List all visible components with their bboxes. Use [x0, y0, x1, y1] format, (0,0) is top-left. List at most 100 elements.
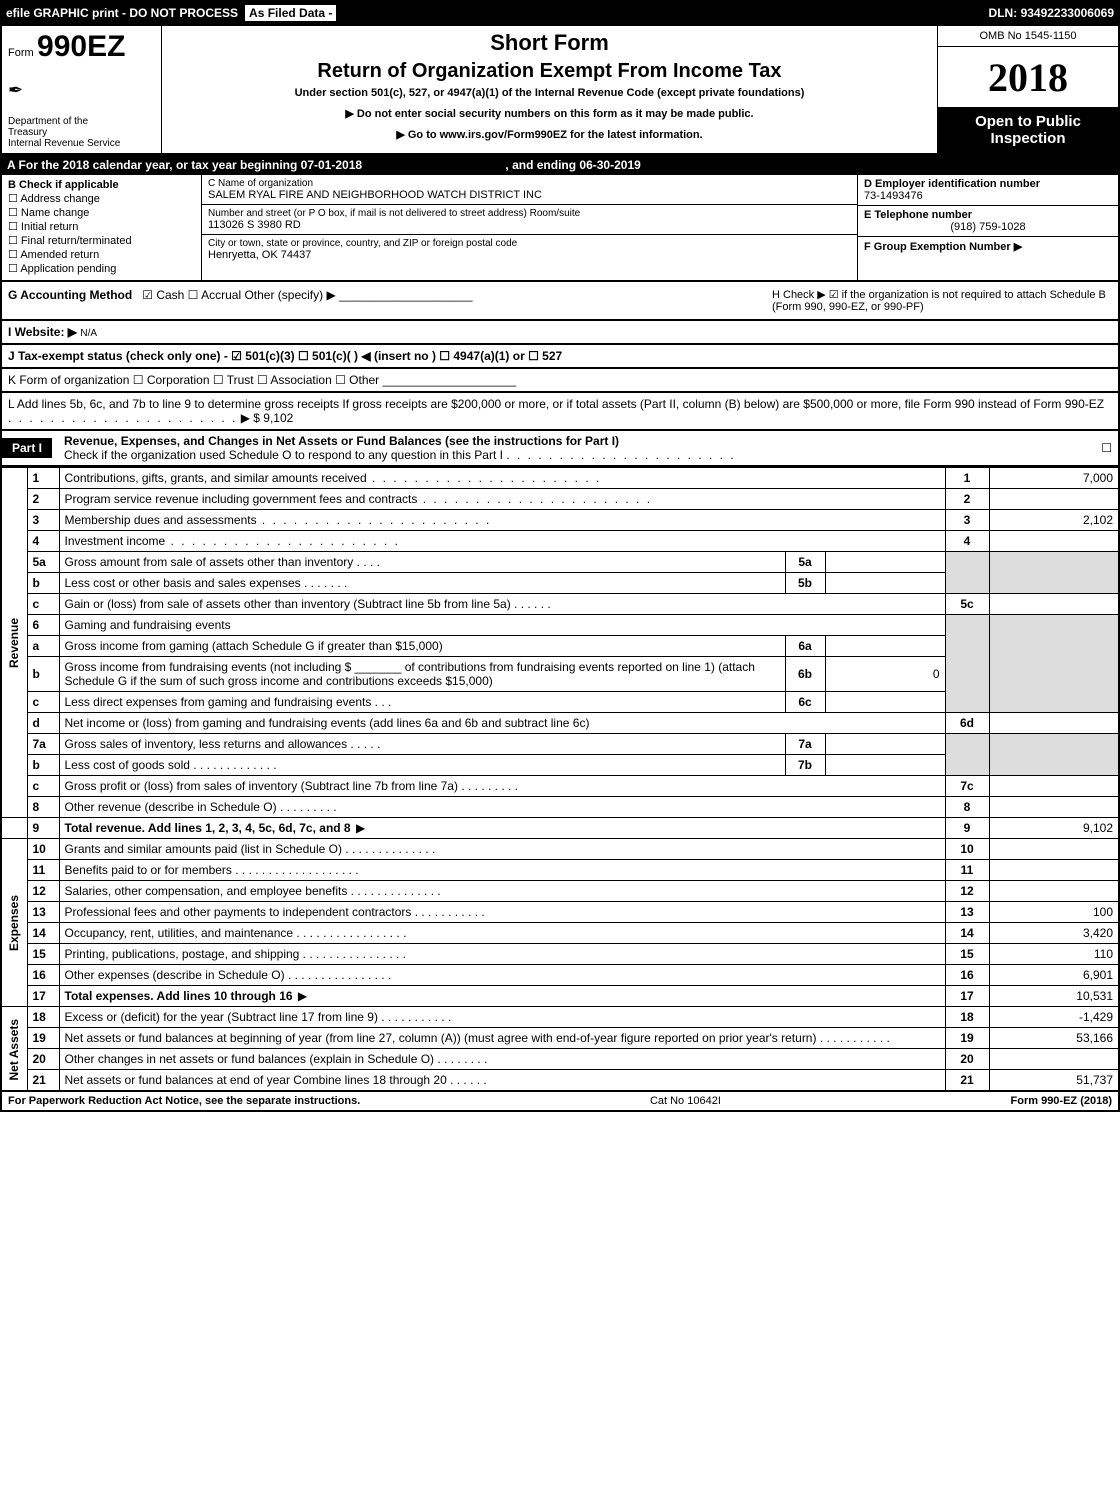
- l1-text: Contributions, gifts, grants, and simila…: [65, 471, 367, 485]
- l5c-num: c: [27, 594, 59, 615]
- l10-ref: 10: [945, 839, 989, 860]
- l6a-iamt: [825, 636, 945, 657]
- d-e-f-block: D Employer identification number 73-1493…: [858, 175, 1118, 280]
- l17-desc: Total expenses. Add lines 10 through 16: [59, 986, 945, 1007]
- h-check[interactable]: H Check ▶ ☑ if the organization is not r…: [772, 288, 1112, 313]
- line-a-ending: , and ending 06-30-2019: [505, 158, 640, 172]
- part1-dots: [506, 448, 735, 462]
- open-to-public: Open to Public Inspection: [938, 107, 1118, 153]
- chk-address-change[interactable]: Address change: [8, 192, 195, 205]
- row-l: L Add lines 5b, 6c, and 7b to line 9 to …: [0, 393, 1120, 431]
- ein-value: 73-1493476: [864, 190, 923, 202]
- dln-label: DLN:: [989, 6, 1018, 20]
- l15-ref: 15: [945, 944, 989, 965]
- dln-value: 93492233006069: [1021, 6, 1114, 20]
- k-text[interactable]: K Form of organization ☐ Corporation ☐ T…: [8, 373, 379, 387]
- l9-text: Total revenue. Add lines 1, 2, 3, 4, 5c,…: [65, 821, 351, 835]
- l6a-num: a: [27, 636, 59, 657]
- l6b-desc: Gross income from fundraising events (no…: [59, 657, 785, 692]
- goto-link[interactable]: ▶ Go to www.irs.gov/Form990EZ for the la…: [172, 128, 927, 141]
- l7ab-amt-grey: [989, 734, 1119, 776]
- under-section: Under section 501(c), 527, or 4947(a)(1)…: [172, 87, 927, 99]
- l6c-desc: Less direct expenses from gaming and fun…: [59, 692, 785, 713]
- l6b-iamt: 0: [825, 657, 945, 692]
- l13-num: 13: [27, 902, 59, 923]
- part1-tag: Part I: [2, 438, 52, 458]
- l11-desc: Benefits paid to or for members . . . . …: [59, 860, 945, 881]
- l14-amt: 3,420: [989, 923, 1119, 944]
- g-accounting: G Accounting Method ☑ Cash ☐ Accrual Oth…: [8, 288, 752, 313]
- l13-amt: 100: [989, 902, 1119, 923]
- l2-desc: Program service revenue including govern…: [59, 489, 945, 510]
- c-name-row: C Name of organization SALEM RYAL FIRE A…: [202, 175, 857, 205]
- l19-desc: Net assets or fund balances at beginning…: [59, 1028, 945, 1049]
- l8-ref: 8: [945, 797, 989, 818]
- l4-amt: [989, 531, 1119, 552]
- l21-text: Net assets or fund balances at end of ye…: [65, 1073, 447, 1087]
- l7a-iamt: [825, 734, 945, 755]
- l9-amt: 9,102: [989, 818, 1119, 839]
- page-footer: For Paperwork Reduction Act Notice, see …: [0, 1092, 1120, 1112]
- l16-amt: 6,901: [989, 965, 1119, 986]
- top-bar-left: efile GRAPHIC print - DO NOT PROCESS As …: [6, 4, 337, 22]
- l6d-desc: Net income or (loss) from gaming and fun…: [59, 713, 945, 734]
- l16-num: 16: [27, 965, 59, 986]
- part1-sub: Check if the organization used Schedule …: [64, 448, 503, 462]
- signature-icon: ✒: [8, 80, 155, 101]
- l6a-iref: 6a: [785, 636, 825, 657]
- return-title: Return of Organization Exempt From Incom…: [172, 60, 927, 83]
- website-value: N/A: [80, 328, 97, 339]
- l9-dots: [351, 821, 368, 835]
- l6c-text: Less direct expenses from gaming and fun…: [65, 695, 372, 709]
- l4-text: Investment income: [65, 534, 166, 548]
- chk-initial-return[interactable]: Initial return: [8, 220, 195, 233]
- l13-desc: Professional fees and other payments to …: [59, 902, 945, 923]
- part1-checkbox[interactable]: ☐: [1101, 441, 1118, 455]
- g-label: G Accounting Method: [8, 288, 132, 302]
- l2-num: 2: [27, 489, 59, 510]
- l14-text: Occupancy, rent, utilities, and maintena…: [65, 926, 294, 940]
- l6-num: 6: [27, 615, 59, 636]
- footer-right: Form 990-EZ (2018): [1011, 1095, 1112, 1107]
- l5b-desc: Less cost or other basis and sales expen…: [59, 573, 785, 594]
- l7b-iamt: [825, 755, 945, 776]
- j-text[interactable]: J Tax-exempt status (check only one) - ☑…: [8, 349, 562, 363]
- l4-ref: 4: [945, 531, 989, 552]
- chk-application-pending[interactable]: Application pending: [8, 262, 195, 275]
- l8-desc: Other revenue (describe in Schedule O) .…: [59, 797, 945, 818]
- chk-final-return[interactable]: Final return/terminated: [8, 234, 195, 247]
- dept-line-1: Department of the: [8, 116, 155, 127]
- l6b-num: b: [27, 657, 59, 692]
- chk-amended-return[interactable]: Amended return: [8, 248, 195, 261]
- l19-text: Net assets or fund balances at beginning…: [65, 1031, 817, 1045]
- lines-table: Revenue 1 Contributions, gifts, grants, …: [0, 467, 1120, 1092]
- l15-text: Printing, publications, postage, and shi…: [65, 947, 300, 961]
- l5ab-ref-grey: [945, 552, 989, 594]
- city-label: City or town, state or province, country…: [208, 238, 851, 249]
- chk-name-change[interactable]: Name change: [8, 206, 195, 219]
- e-row: E Telephone number (918) 759-1028: [858, 206, 1118, 237]
- l9-num: 9: [27, 818, 59, 839]
- l14-ref: 14: [945, 923, 989, 944]
- l14-num: 14: [27, 923, 59, 944]
- l7a-text: Gross sales of inventory, less returns a…: [65, 737, 348, 751]
- l12-ref: 12: [945, 881, 989, 902]
- l20-num: 20: [27, 1049, 59, 1070]
- l11-num: 11: [27, 860, 59, 881]
- l-text: L Add lines 5b, 6c, and 7b to line 9 to …: [8, 397, 1104, 411]
- l5c-ref: 5c: [945, 594, 989, 615]
- l12-text: Salaries, other compensation, and employ…: [65, 884, 348, 898]
- l8-text: Other revenue (describe in Schedule O): [65, 800, 277, 814]
- l16-text: Other expenses (describe in Schedule O): [65, 968, 285, 982]
- l21-amt: 51,737: [989, 1070, 1119, 1092]
- g-opts[interactable]: ☑ Cash ☐ Accrual Other (specify) ▶: [142, 288, 335, 302]
- l6d-ref: 6d: [945, 713, 989, 734]
- l6d-num: d: [27, 713, 59, 734]
- org-address: 113026 S 3980 RD: [208, 219, 301, 231]
- l5c-amt: [989, 594, 1119, 615]
- top-bar: efile GRAPHIC print - DO NOT PROCESS As …: [0, 0, 1120, 26]
- l2-ref: 2: [945, 489, 989, 510]
- l5ab-amt-grey: [989, 552, 1119, 594]
- l-amount: ▶ $ 9,102: [241, 411, 294, 425]
- l6-desc: Gaming and fundraising events: [59, 615, 945, 636]
